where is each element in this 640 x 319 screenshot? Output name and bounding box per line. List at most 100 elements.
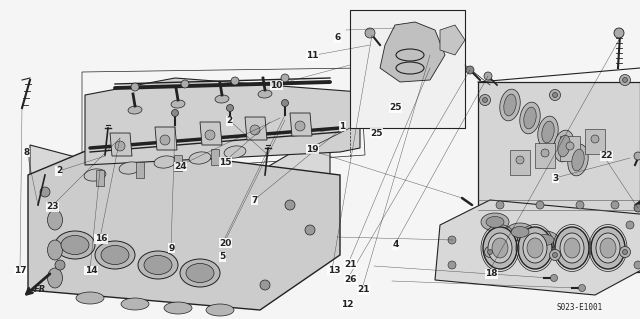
Text: 11: 11 — [306, 51, 319, 60]
Bar — [510, 150, 530, 175]
Circle shape — [131, 83, 139, 91]
Ellipse shape — [561, 242, 579, 254]
Polygon shape — [30, 130, 330, 280]
Circle shape — [623, 78, 627, 83]
Ellipse shape — [258, 90, 272, 98]
Circle shape — [626, 221, 634, 229]
Polygon shape — [155, 127, 177, 150]
Polygon shape — [110, 133, 132, 156]
Ellipse shape — [560, 233, 584, 263]
Text: 4: 4 — [392, 241, 399, 249]
Circle shape — [250, 125, 260, 135]
Circle shape — [536, 201, 544, 209]
Ellipse shape — [138, 251, 178, 279]
Text: 26: 26 — [344, 275, 357, 284]
Ellipse shape — [536, 234, 554, 246]
Text: 23: 23 — [46, 202, 59, 211]
Ellipse shape — [483, 227, 517, 269]
Circle shape — [365, 28, 375, 38]
Circle shape — [40, 187, 50, 197]
Ellipse shape — [520, 102, 540, 134]
Circle shape — [550, 90, 561, 100]
Circle shape — [620, 75, 630, 85]
Polygon shape — [28, 145, 340, 310]
Ellipse shape — [527, 238, 543, 258]
Ellipse shape — [119, 162, 141, 174]
Circle shape — [620, 247, 630, 257]
Text: 15: 15 — [219, 158, 232, 167]
Text: 16: 16 — [95, 234, 108, 243]
Circle shape — [305, 225, 315, 235]
Circle shape — [115, 141, 125, 151]
Ellipse shape — [61, 235, 89, 255]
Text: 21: 21 — [357, 285, 370, 294]
Circle shape — [479, 94, 490, 106]
Circle shape — [484, 72, 492, 80]
Ellipse shape — [600, 238, 616, 258]
Bar — [96, 170, 104, 186]
Ellipse shape — [224, 146, 246, 158]
Bar — [350, 10, 465, 128]
Text: 17: 17 — [14, 266, 27, 275]
Text: 25: 25 — [370, 129, 383, 138]
Circle shape — [448, 261, 456, 269]
Polygon shape — [380, 22, 445, 82]
Circle shape — [611, 201, 619, 209]
Polygon shape — [440, 25, 465, 55]
Circle shape — [205, 130, 215, 140]
Ellipse shape — [76, 292, 104, 304]
Ellipse shape — [154, 156, 176, 168]
Ellipse shape — [171, 100, 185, 108]
Polygon shape — [435, 200, 640, 295]
Circle shape — [552, 253, 557, 257]
Text: 3: 3 — [552, 174, 559, 182]
Circle shape — [282, 100, 289, 107]
Ellipse shape — [164, 302, 192, 314]
Circle shape — [550, 275, 557, 281]
Ellipse shape — [180, 259, 220, 287]
Ellipse shape — [518, 227, 552, 269]
Ellipse shape — [591, 227, 625, 269]
Ellipse shape — [500, 89, 520, 121]
Polygon shape — [290, 113, 312, 136]
Bar — [535, 143, 555, 168]
Circle shape — [295, 121, 305, 131]
Circle shape — [552, 93, 557, 98]
Text: 9: 9 — [168, 244, 175, 253]
Ellipse shape — [95, 241, 135, 269]
Circle shape — [634, 204, 640, 212]
Circle shape — [448, 236, 456, 244]
Ellipse shape — [554, 130, 574, 162]
Circle shape — [623, 249, 627, 255]
Ellipse shape — [506, 223, 534, 241]
Ellipse shape — [555, 227, 589, 269]
Ellipse shape — [84, 169, 106, 181]
Ellipse shape — [556, 239, 584, 257]
Text: 25: 25 — [389, 103, 402, 112]
Ellipse shape — [144, 256, 172, 275]
Ellipse shape — [596, 233, 620, 263]
Circle shape — [285, 200, 295, 210]
Ellipse shape — [538, 116, 558, 148]
Polygon shape — [85, 78, 360, 165]
Bar — [350, 10, 465, 128]
Ellipse shape — [492, 238, 508, 258]
Circle shape — [181, 80, 189, 88]
Circle shape — [579, 285, 586, 292]
Ellipse shape — [511, 226, 529, 238]
Circle shape — [496, 201, 504, 209]
Circle shape — [566, 142, 574, 150]
Ellipse shape — [47, 240, 63, 260]
Ellipse shape — [481, 213, 509, 231]
Polygon shape — [245, 117, 267, 140]
Text: 18: 18 — [485, 269, 498, 278]
Text: 10: 10 — [270, 81, 283, 90]
Text: 2: 2 — [56, 166, 62, 175]
Text: 21: 21 — [344, 260, 357, 269]
Text: 7: 7 — [252, 196, 258, 205]
Text: 24: 24 — [174, 162, 187, 171]
Ellipse shape — [523, 233, 547, 263]
Text: 20: 20 — [219, 239, 232, 248]
Ellipse shape — [564, 238, 580, 258]
Circle shape — [634, 261, 640, 269]
